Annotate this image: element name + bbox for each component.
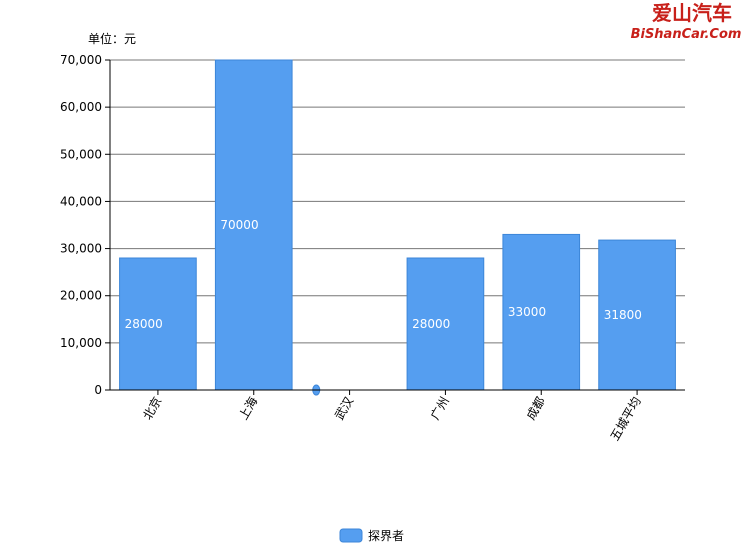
axes (109, 60, 685, 395)
grid-lines (110, 59, 685, 344)
x-category-label: 成都 (524, 395, 548, 423)
y-tick-label: 30,000 (60, 242, 102, 256)
legend[interactable]: 探界者 (339, 528, 404, 543)
x-category-label: 武汉 (332, 395, 356, 423)
y-tick-label: 40,000 (60, 194, 102, 208)
legend-swatch (339, 528, 363, 543)
x-category-label: 北京 (140, 395, 164, 423)
y-tick-label: 10,000 (60, 336, 102, 350)
watermark-en-text: BiShanCar.Com (631, 27, 742, 42)
y-tick-label: 0 (94, 383, 102, 397)
unit-label: 单位：元 (88, 31, 136, 46)
y-tick-label: 60,000 (60, 100, 102, 114)
data-label: 31800 (604, 308, 642, 322)
data-label: 28000 (412, 317, 450, 331)
y-tick-label: 70,000 (60, 53, 102, 67)
bars (119, 59, 676, 396)
x-category-label: 五城平均 (608, 395, 644, 444)
y-axis-ticks: 0 10,000 20,000 30,000 40,000 50,000 60,000 70,… (60, 53, 110, 397)
chart-title: 探界者 2018款 1.5T 自动四驱 五城车型降幅平均价格 (198, 6, 544, 23)
y-tick-label: 20,000 (60, 289, 102, 303)
data-labels: 28000 70000 28000 33000 31800 (125, 218, 642, 331)
data-label: 33000 (508, 305, 546, 319)
bar (502, 233, 581, 391)
watermark-logo: 爱山汽车 BiShanCar.Com (631, 1, 742, 42)
bar (119, 257, 197, 391)
data-label: 28000 (125, 317, 163, 331)
bar (406, 257, 485, 391)
bar (598, 239, 676, 391)
legend-label: 探界者 (368, 529, 404, 543)
data-label: 70000 (220, 218, 258, 232)
bar (214, 59, 293, 391)
watermark-cn-text: 爱山汽车 (652, 1, 732, 25)
x-category-label: 广州 (428, 395, 452, 423)
x-axis-labels: 北京 上海 武汉 广州 成都 五城平均 (140, 394, 643, 443)
y-tick-label: 50,000 (60, 147, 102, 161)
x-category-label: 上海 (235, 394, 260, 422)
